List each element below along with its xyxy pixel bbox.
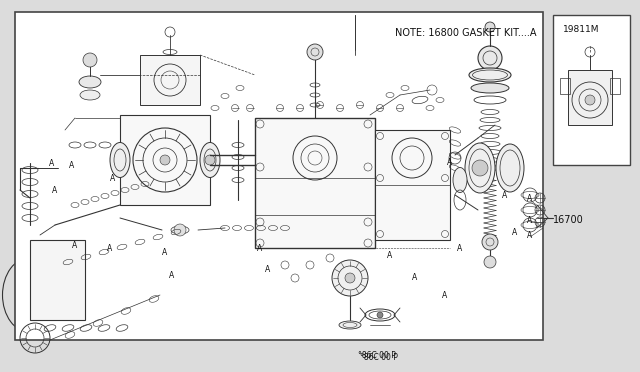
- Text: A: A: [387, 250, 392, 260]
- Bar: [140, 55, 200, 105]
- Text: A: A: [163, 247, 168, 257]
- Text: A: A: [513, 228, 518, 237]
- Ellipse shape: [80, 90, 100, 100]
- Bar: [255, 118, 375, 248]
- Text: A: A: [458, 244, 463, 253]
- Ellipse shape: [469, 68, 511, 82]
- Bar: [560, 78, 570, 94]
- Circle shape: [332, 260, 368, 296]
- Text: NOTE: 16800 GASKET KIT....A: NOTE: 16800 GASKET KIT....A: [395, 28, 536, 38]
- Bar: [15, 12, 543, 340]
- Circle shape: [485, 22, 495, 32]
- Bar: [375, 130, 450, 240]
- Text: A: A: [170, 270, 175, 279]
- Bar: [553, 15, 630, 165]
- Circle shape: [478, 46, 502, 70]
- Bar: [568, 70, 612, 125]
- Circle shape: [174, 224, 186, 236]
- Text: A: A: [442, 291, 447, 299]
- Text: A: A: [266, 266, 271, 275]
- Text: A: A: [527, 215, 532, 224]
- Text: A: A: [49, 158, 54, 167]
- Text: A: A: [527, 231, 532, 240]
- Circle shape: [205, 155, 215, 165]
- Text: A: A: [52, 186, 58, 195]
- Text: A: A: [502, 190, 508, 199]
- Bar: [610, 78, 620, 94]
- Ellipse shape: [79, 76, 101, 88]
- Ellipse shape: [465, 143, 495, 193]
- Ellipse shape: [453, 167, 467, 192]
- Text: A: A: [412, 273, 418, 282]
- Text: A: A: [257, 244, 262, 253]
- Bar: [30, 240, 85, 320]
- Ellipse shape: [471, 83, 509, 93]
- Circle shape: [585, 95, 595, 105]
- Text: A: A: [527, 193, 532, 202]
- Circle shape: [472, 160, 488, 176]
- Ellipse shape: [110, 142, 130, 177]
- Circle shape: [484, 256, 496, 268]
- Ellipse shape: [496, 144, 524, 192]
- Text: 16700: 16700: [553, 215, 584, 225]
- Circle shape: [482, 234, 498, 250]
- Text: A: A: [108, 244, 113, 253]
- Text: 19811M: 19811M: [563, 25, 600, 34]
- Text: A: A: [447, 157, 452, 167]
- Circle shape: [377, 312, 383, 318]
- Circle shape: [345, 273, 355, 283]
- Circle shape: [160, 155, 170, 165]
- Bar: [120, 115, 210, 205]
- Circle shape: [83, 53, 97, 67]
- Text: A: A: [69, 160, 75, 170]
- Circle shape: [307, 44, 323, 60]
- Ellipse shape: [200, 142, 220, 177]
- Ellipse shape: [339, 321, 361, 329]
- Text: A: A: [72, 241, 77, 250]
- Text: A: A: [110, 173, 116, 183]
- Text: °86C 00 P: °86C 00 P: [358, 350, 396, 359]
- Text: °86C 00 P: °86C 00 P: [360, 353, 398, 362]
